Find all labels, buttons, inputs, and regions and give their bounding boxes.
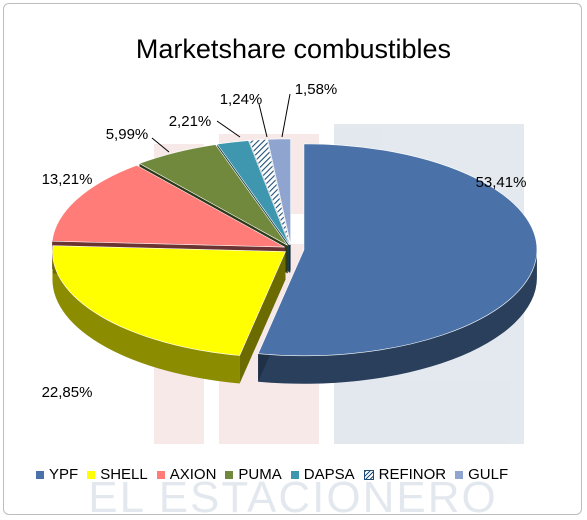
data-label-gulf: 1,58% [295, 81, 338, 98]
pie-slice-refinor [248, 139, 291, 245]
legend-swatch [225, 470, 234, 479]
slice-cut [239, 251, 286, 384]
pie-chart: EL ESTACIONERO 53,41% 22,85% 13,21% 5,99% 2,… [42, 81, 538, 515]
pie-tops [51, 138, 538, 357]
legend-label: PUMA [238, 466, 282, 483]
leader-line [281, 93, 291, 138]
data-label-refinor: 1,24% [220, 91, 263, 108]
slice-wall [258, 249, 537, 384]
legend-item-axion: AXION [156, 466, 217, 483]
pie-slice-puma [138, 144, 288, 246]
pie-slice-axion [51, 164, 285, 248]
legend-label: YPF [49, 466, 79, 483]
legend-item-ypf: YPF [36, 466, 78, 483]
legend-label: AXION [169, 466, 217, 483]
leader-line [258, 103, 268, 138]
legend-swatch [87, 470, 96, 479]
legend: YPF SHELL AXION PUMA DAPSA REFINOR GULF [36, 466, 566, 483]
leader-line [216, 120, 241, 138]
data-label-puma: 5,99% [106, 126, 149, 143]
legend-item-dapsa: DAPSA [290, 466, 355, 483]
leader-line [151, 137, 170, 153]
legend-item-gulf: GULF [455, 466, 508, 483]
pie-slice-shell [52, 245, 286, 356]
watermark-text: EL ESTACIONERO [88, 473, 497, 515]
data-label-shell: 22,85% [42, 384, 93, 401]
legend-item-refinor: REFINOR [363, 466, 447, 483]
slice-wall [52, 251, 240, 384]
data-label-axion: 13,21% [42, 171, 93, 188]
chart-title: Marketshare combustibles [135, 34, 452, 64]
data-label-dapsa: 2,21% [169, 113, 212, 130]
legend-label: SHELL [100, 466, 148, 483]
legend-swatch [455, 470, 464, 479]
legend-label: DAPSA [303, 466, 355, 483]
legend-swatch [363, 469, 374, 480]
pie-labels: 53,41% 22,85% 13,21% 5,99% 2,21% 1,24% 1,58% [42, 81, 527, 401]
legend-swatch [290, 470, 299, 479]
chart-frame: EL ESTACIONERO 53,41% 22,85% 13,21% 5,99% 2,… [3, 3, 582, 515]
data-label-ypf: 53,41% [476, 174, 527, 191]
legend-item-puma: PUMA [225, 466, 282, 483]
legend-swatch [156, 470, 165, 479]
pie-slice-dapsa [216, 140, 290, 246]
legend-label: GULF [468, 466, 509, 483]
pie-slice-gulf [267, 138, 291, 245]
legend-swatch [36, 470, 44, 479]
legend-item-shell: SHELL [87, 466, 148, 483]
legend-label: REFINOR [378, 466, 447, 483]
pie-slice-ypf [257, 143, 538, 357]
